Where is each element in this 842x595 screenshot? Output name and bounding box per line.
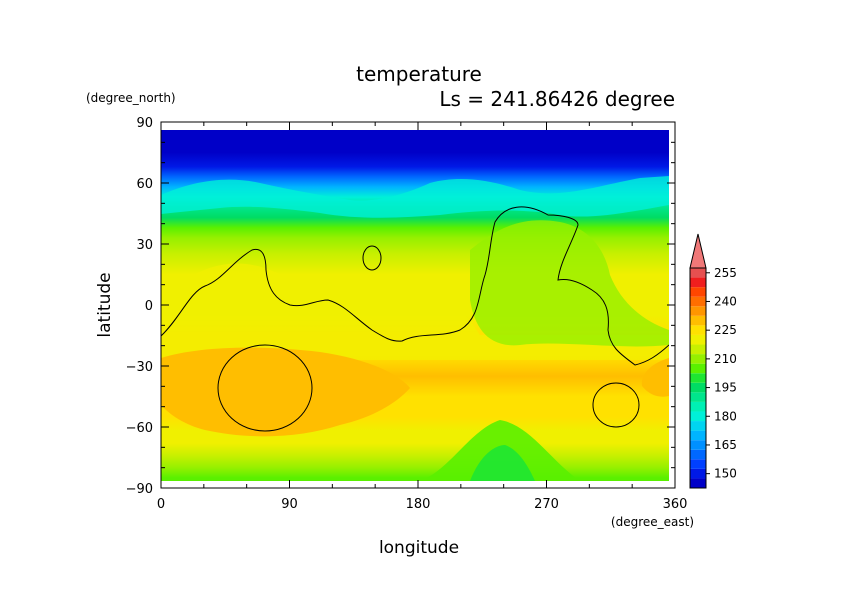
contour-south-west	[217, 344, 313, 432]
colorbar-swatch	[690, 315, 706, 326]
southern-green-core	[470, 445, 535, 481]
y-tick-label: −60	[126, 421, 153, 436]
colorbar-frame	[689, 267, 707, 489]
chart-subtitle: Ls = 241.86426 degree	[439, 87, 675, 111]
northern-wave-light	[161, 176, 669, 218]
colorbar-tick-label: 225	[714, 323, 737, 337]
southern-orange-blob	[161, 347, 410, 437]
colorbar-swatch	[690, 440, 706, 450]
y-axis-label: latitude	[95, 272, 115, 337]
colorbar-swatch	[690, 382, 706, 393]
contour-south-east	[592, 382, 640, 428]
x-tick-label: 0	[157, 497, 165, 512]
y-tick-label: −30	[126, 360, 153, 375]
colorbar-tick-label: 210	[714, 352, 737, 366]
chart-title: temperature	[356, 62, 482, 86]
colorbar-extend-arrow	[689, 233, 707, 269]
colorbar-swatch	[690, 468, 706, 479]
y-unit-label: (degree_north)	[86, 91, 176, 105]
x-unit-label: (degree_east)	[611, 515, 694, 529]
colorbar-swatch	[690, 325, 706, 335]
colorbar-swatch	[690, 401, 706, 412]
colorbar-swatch	[690, 373, 706, 383]
colorbar-swatch	[690, 449, 706, 460]
eastern-green-patch	[470, 220, 669, 347]
colorbar-tick-label: 195	[714, 381, 737, 395]
x-axis-label: longitude	[379, 538, 459, 558]
colorbar-swatch	[690, 411, 706, 422]
contour-island	[362, 245, 382, 271]
colorbar-swatch	[690, 363, 706, 374]
southeast-orange-patch	[641, 358, 669, 397]
y-tick-label: 0	[145, 299, 153, 314]
temperature-field	[161, 130, 669, 481]
colorbar-tick-label: 180	[714, 409, 737, 423]
colorbar-swatch	[690, 344, 706, 355]
axis-ticks: 0 90 180 270 360 90 60 30 0 −30 −60 −90	[126, 116, 688, 512]
colorbar-tick-label: 165	[714, 438, 737, 452]
colorbar-swatch	[690, 287, 706, 297]
x-tick-label: 90	[281, 497, 298, 512]
colorbar-tick-label: 150	[714, 467, 737, 481]
colorbar-tick-label: 240	[714, 294, 737, 308]
colorbar-tick-label: 255	[714, 266, 737, 280]
y-tick-label: 30	[136, 238, 153, 253]
y-tick-label: 90	[136, 116, 153, 131]
y-tick-label: 60	[136, 177, 153, 192]
x-tick-label: 270	[534, 497, 559, 512]
colorbar-swatch	[690, 392, 706, 402]
colorbar-swatch	[690, 459, 706, 469]
colorbar-swatch	[690, 268, 706, 278]
colorbar-swatch	[690, 354, 706, 364]
contour-continental	[161, 206, 669, 366]
colorbar-swatch	[690, 277, 706, 288]
contour-lines	[161, 206, 669, 432]
colorbar-swatch	[690, 296, 706, 307]
colorbar-swatch	[690, 306, 706, 316]
colorbar-swatch	[690, 421, 706, 431]
y-tick-label: −90	[126, 482, 153, 497]
colorbar-swatch	[690, 478, 706, 488]
colorbar: 255 240 225 210 195 180 165 150	[689, 233, 737, 489]
colorbar-swatch	[690, 430, 706, 441]
x-tick-label: 180	[406, 497, 431, 512]
x-tick-label: 360	[663, 497, 688, 512]
colorbar-swatch	[690, 334, 706, 345]
